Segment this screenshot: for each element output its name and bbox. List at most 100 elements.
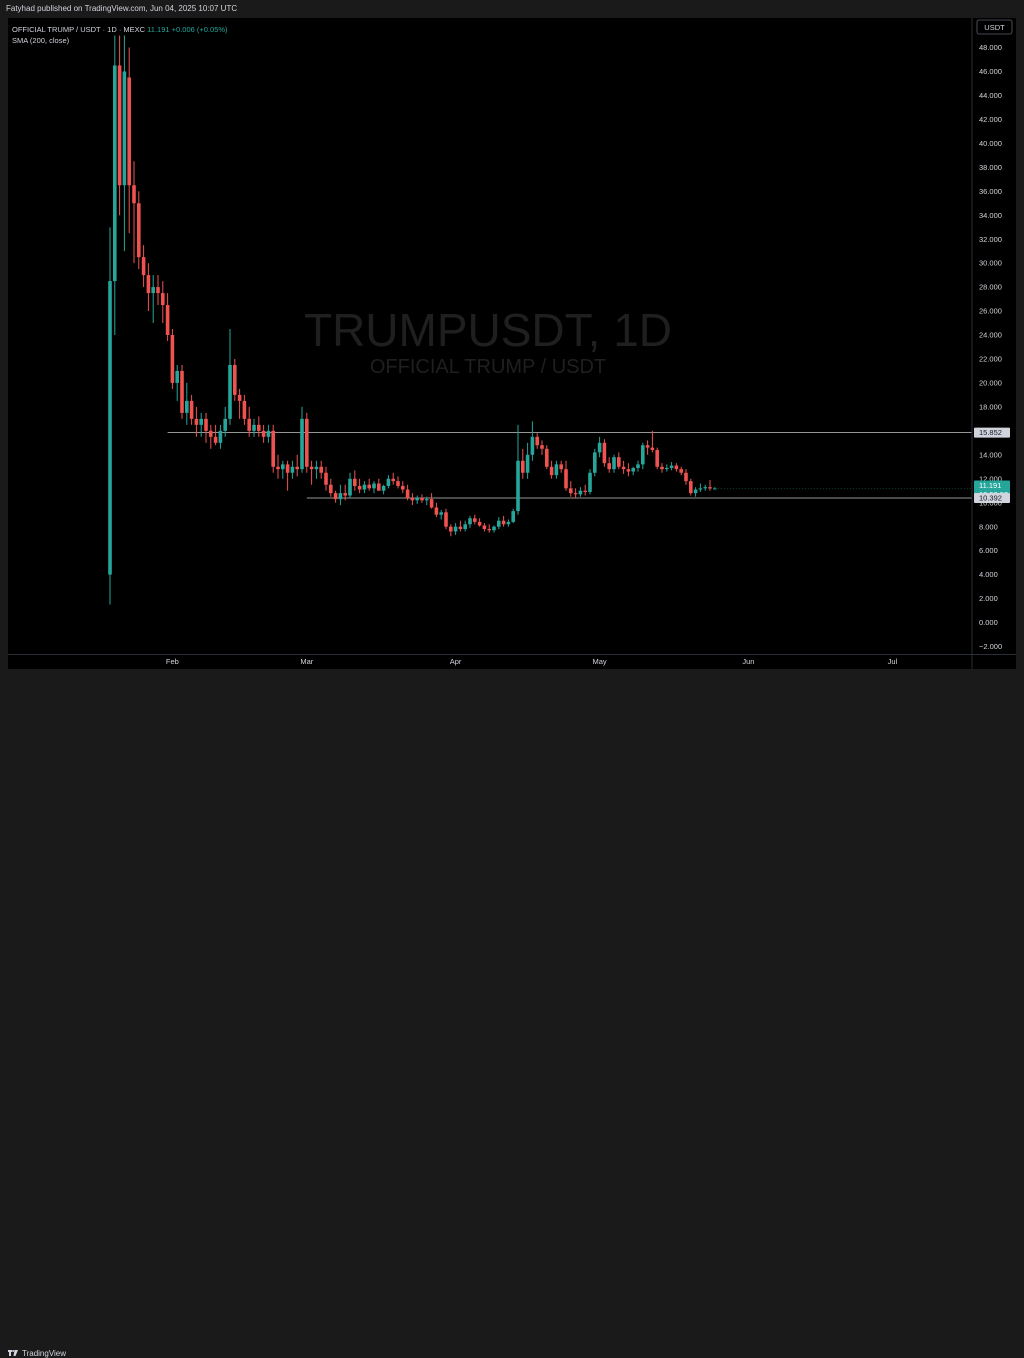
- candle[interactable]: [146, 263, 151, 312]
- candle[interactable]: [530, 421, 535, 461]
- candle[interactable]: [329, 478, 333, 497]
- candle[interactable]: [665, 464, 669, 472]
- candle[interactable]: [127, 47, 131, 234]
- candle[interactable]: [247, 406, 251, 437]
- candle[interactable]: [573, 488, 578, 498]
- candle[interactable]: [626, 463, 631, 477]
- candle[interactable]: [453, 523, 458, 536]
- candle[interactable]: [343, 484, 347, 501]
- candle[interactable]: [314, 460, 319, 479]
- candle[interactable]: [319, 460, 323, 479]
- candle[interactable]: [588, 469, 592, 495]
- candle[interactable]: [516, 424, 520, 515]
- candle[interactable]: [372, 481, 376, 494]
- candle[interactable]: [564, 460, 568, 491]
- candle[interactable]: [612, 454, 616, 473]
- candle[interactable]: [132, 161, 136, 264]
- candle[interactable]: [108, 227, 112, 605]
- candle[interactable]: [597, 436, 602, 458]
- candle[interactable]: [660, 463, 664, 473]
- candle[interactable]: [458, 520, 463, 532]
- candle[interactable]: [242, 394, 247, 425]
- currency-box[interactable]: [976, 19, 1013, 35]
- candle[interactable]: [645, 440, 650, 455]
- candle[interactable]: [156, 275, 160, 306]
- candle[interactable]: [362, 481, 367, 494]
- candle[interactable]: [631, 466, 635, 476]
- candle[interactable]: [381, 484, 386, 495]
- candle[interactable]: [117, 35, 122, 216]
- candle[interactable]: [429, 493, 434, 509]
- candle[interactable]: [189, 394, 194, 425]
- candle[interactable]: [137, 191, 141, 270]
- candle[interactable]: [641, 442, 645, 470]
- candle[interactable]: [199, 412, 203, 437]
- candle[interactable]: [463, 520, 467, 532]
- candle[interactable]: [353, 470, 357, 491]
- candle[interactable]: [415, 495, 419, 504]
- candle[interactable]: [449, 524, 453, 537]
- candle[interactable]: [281, 460, 285, 479]
- candle[interactable]: [420, 494, 424, 503]
- candle[interactable]: [223, 406, 227, 437]
- candle[interactable]: [583, 484, 587, 496]
- candle[interactable]: [425, 496, 429, 506]
- candle[interactable]: [228, 329, 232, 425]
- candle[interactable]: [602, 439, 607, 467]
- candle[interactable]: [434, 502, 439, 518]
- candle[interactable]: [405, 484, 410, 501]
- candle[interactable]: [271, 424, 275, 473]
- candle[interactable]: [444, 508, 448, 530]
- candle[interactable]: [338, 484, 343, 506]
- candle[interactable]: [401, 481, 405, 494]
- candle[interactable]: [141, 245, 146, 288]
- candle[interactable]: [309, 460, 314, 485]
- candle[interactable]: [487, 524, 491, 533]
- candle[interactable]: [468, 515, 472, 528]
- candle[interactable]: [669, 461, 674, 471]
- candle[interactable]: [521, 448, 525, 479]
- candle[interactable]: [540, 440, 544, 455]
- candle[interactable]: [257, 416, 261, 437]
- candle[interactable]: [506, 519, 511, 527]
- candle[interactable]: [473, 514, 477, 525]
- candle[interactable]: [655, 447, 659, 470]
- candle[interactable]: [593, 448, 597, 477]
- candle[interactable]: [204, 412, 208, 443]
- candle[interactable]: [482, 523, 487, 532]
- price-axis[interactable]: 48.000 46.000 44.000 42.000 40.000 38.000 36.0…: [971, 18, 1010, 669]
- candle[interactable]: [703, 484, 707, 491]
- candle[interactable]: [367, 478, 371, 491]
- candle[interactable]: [261, 424, 266, 443]
- candle[interactable]: [621, 460, 626, 474]
- candle[interactable]: [113, 35, 117, 335]
- candle[interactable]: [693, 487, 698, 497]
- candle[interactable]: [295, 454, 299, 477]
- candle[interactable]: [607, 457, 611, 473]
- candle[interactable]: [276, 454, 280, 479]
- candle[interactable]: [410, 493, 415, 506]
- candle[interactable]: [554, 460, 559, 479]
- candle[interactable]: [698, 483, 703, 492]
- candle[interactable]: [708, 479, 712, 491]
- candle[interactable]: [477, 518, 482, 527]
- candle[interactable]: [161, 281, 165, 324]
- candle[interactable]: [650, 430, 655, 453]
- candle[interactable]: [569, 481, 573, 497]
- candle[interactable]: [324, 466, 328, 491]
- candle[interactable]: [266, 424, 271, 443]
- price-label-level[interactable]: 15.852: [974, 427, 1010, 438]
- candle[interactable]: [674, 463, 679, 472]
- candle[interactable]: [300, 406, 304, 473]
- candle[interactable]: [180, 364, 184, 419]
- candle[interactable]: [377, 478, 381, 491]
- candle[interactable]: [535, 433, 539, 449]
- candle[interactable]: [122, 35, 127, 252]
- candle[interactable]: [218, 424, 223, 449]
- candle[interactable]: [497, 517, 501, 530]
- candle[interactable]: [290, 460, 295, 479]
- candle[interactable]: [357, 478, 362, 494]
- candle[interactable]: [165, 293, 170, 341]
- candle[interactable]: [185, 382, 189, 425]
- plot-area[interactable]: [108, 35, 972, 605]
